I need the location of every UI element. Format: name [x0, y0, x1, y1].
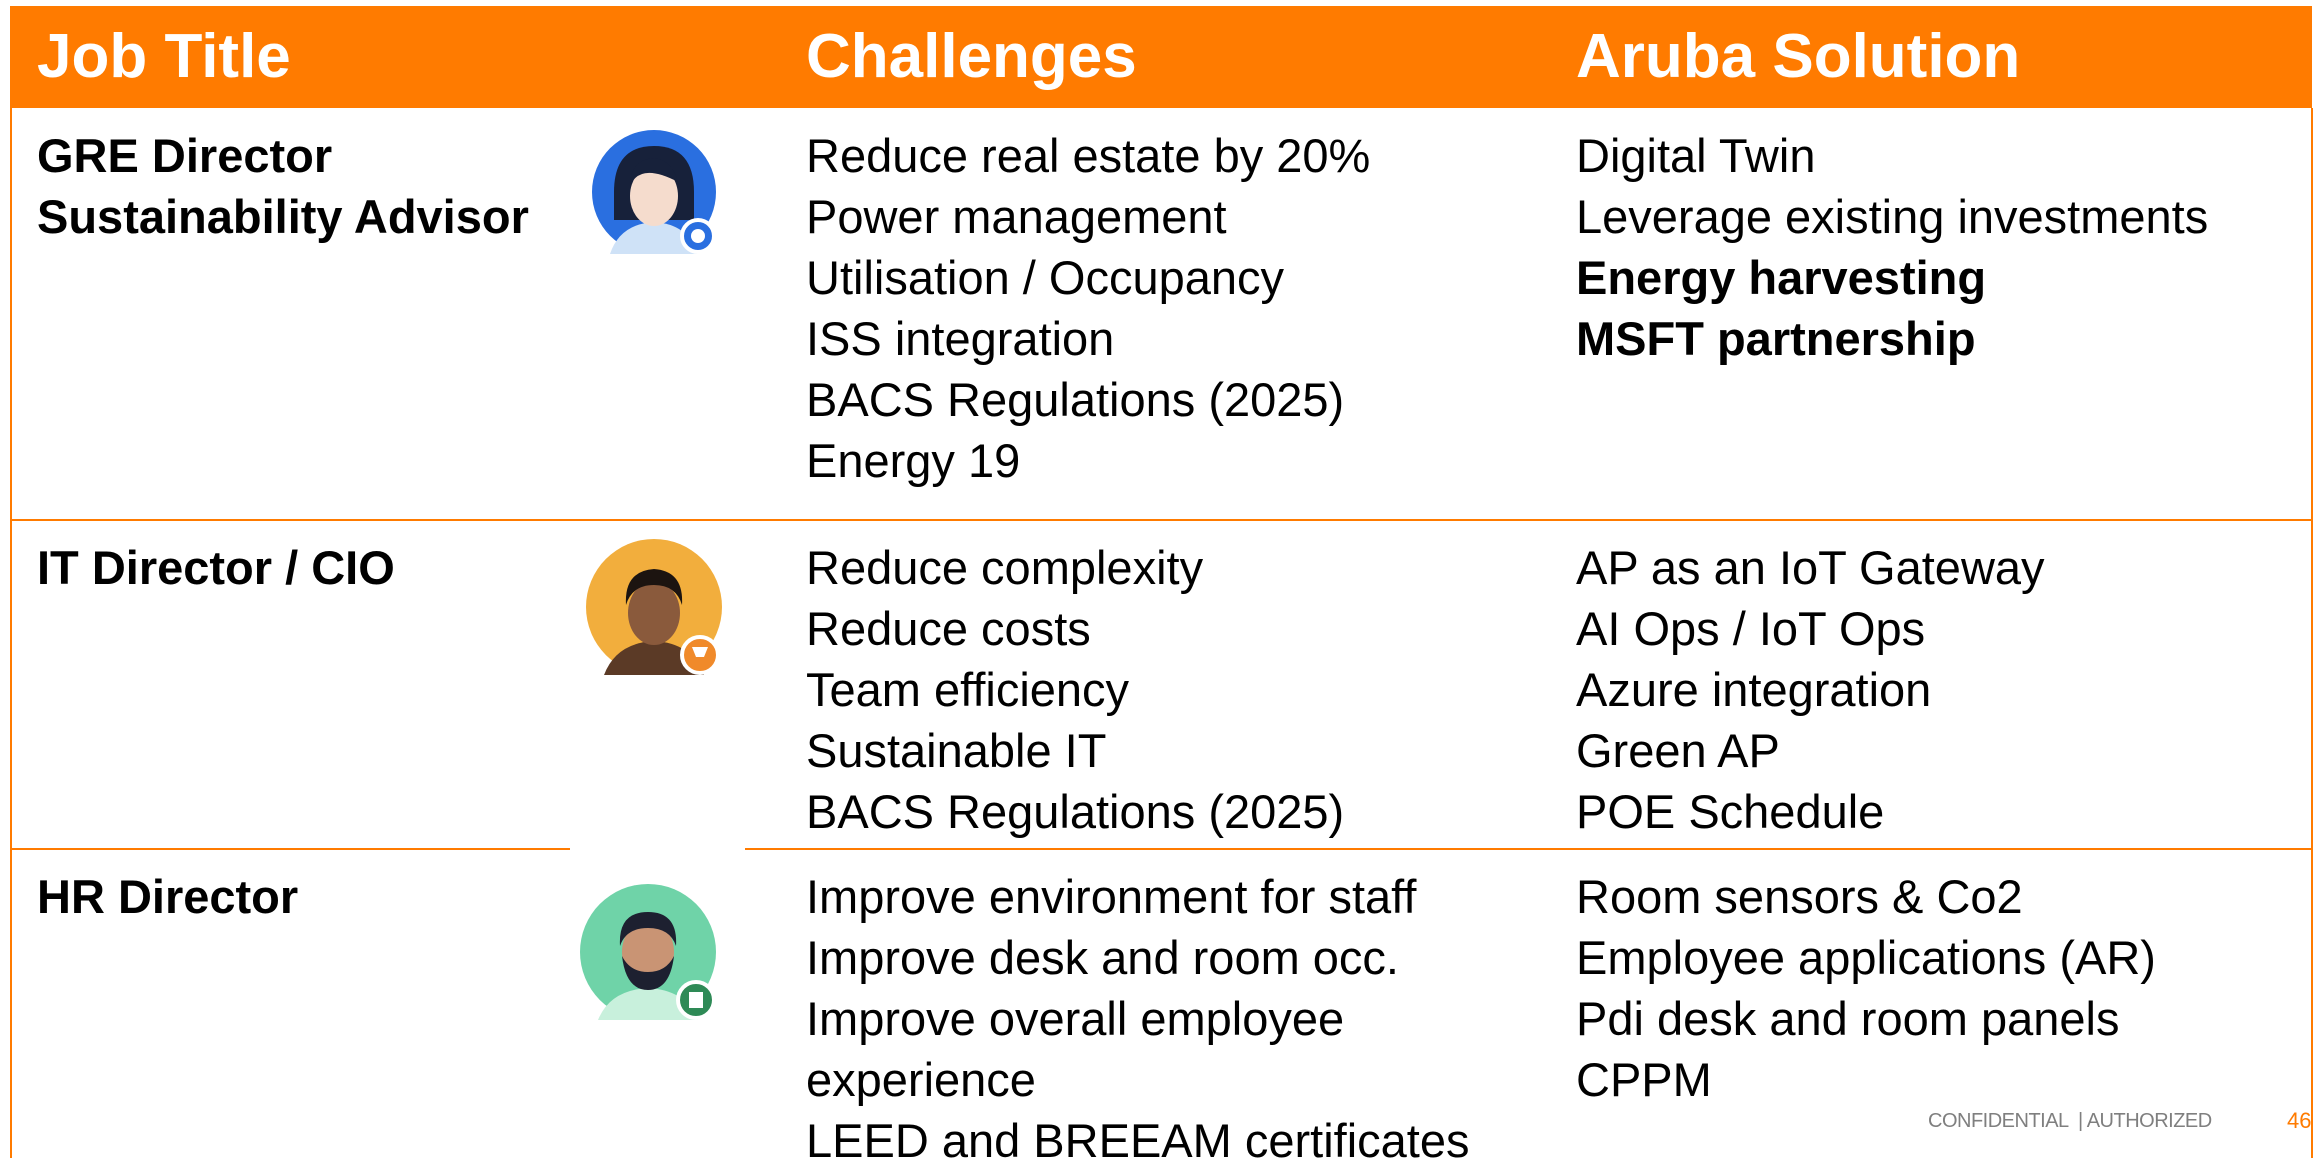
- solution: Pdi desk and room panels: [1576, 992, 2120, 1045]
- challenge: LEED and BREEAM certificates: [806, 1114, 1470, 1167]
- avatar: [592, 130, 716, 254]
- table-border: [10, 108, 12, 1158]
- title-line: GRE Director: [37, 129, 333, 182]
- avatar: [586, 539, 722, 675]
- solution: AP as an IoT Gateway: [1576, 541, 2045, 594]
- solution: Energy harvesting: [1576, 251, 1987, 304]
- solutions: AP as an IoT Gateway AI Ops / IoT Ops Az…: [1576, 537, 2045, 842]
- row-divider: [745, 848, 2313, 850]
- job-title: IT Director / CIO: [37, 537, 395, 598]
- challenge: Reduce costs: [806, 602, 1091, 655]
- challenge: BACS Regulations (2025): [806, 373, 1345, 426]
- classification: CONFIDENTIAL | AUTHORIZED: [1928, 1110, 2212, 1132]
- challenge: Sustainable IT: [806, 724, 1107, 777]
- challenge: Power management: [806, 190, 1227, 243]
- column-header: Aruba Solution: [1576, 22, 2021, 91]
- solution: AI Ops / IoT Ops: [1576, 602, 1926, 655]
- solution: Green AP: [1576, 724, 1780, 777]
- avatar: [580, 884, 716, 1020]
- solution: POE Schedule: [1576, 785, 1885, 838]
- row-divider: [10, 519, 2313, 521]
- challenge: Utilisation / Occupancy: [806, 251, 1285, 304]
- solution: Digital Twin: [1576, 129, 1816, 182]
- challenge: Improve overall employee experience: [806, 992, 1345, 1106]
- solutions: Room sensors & Co2 Employee applications…: [1576, 866, 2156, 1110]
- job-title: HR Director: [37, 866, 298, 927]
- column-header: Job Title: [37, 22, 291, 91]
- challenge: Improve desk and room occ.: [806, 931, 1399, 984]
- title-line: HR Director: [37, 870, 299, 923]
- row-divider: [10, 848, 570, 850]
- challenges: Reduce complexity Reduce costs Team effi…: [806, 537, 1344, 842]
- challenge: Reduce real estate by 20%: [806, 129, 1371, 182]
- job-title: GRE Director Sustainability Advisor: [37, 125, 529, 247]
- challenges: Improve environment for staff Improve de…: [806, 866, 1546, 1171]
- challenge: Team efficiency: [806, 663, 1130, 716]
- solution: MSFT partnership: [1576, 312, 1976, 365]
- solution: Employee applications (AR): [1576, 931, 2156, 984]
- solutions: Digital Twin Leverage existing investmen…: [1576, 125, 2208, 369]
- column-header: Challenges: [806, 22, 1137, 91]
- page-number: 46: [2287, 1108, 2312, 1133]
- solution: Azure integration: [1576, 663, 1932, 716]
- challenges: Reduce real estate by 20% Power manageme…: [806, 125, 1370, 491]
- challenge: Improve environment for staff: [806, 870, 1417, 923]
- solution: CPPM: [1576, 1053, 1712, 1106]
- challenge: Energy 19: [806, 434, 1021, 487]
- title-line: IT Director / CIO: [37, 541, 395, 594]
- title-line: Sustainability Advisor: [37, 190, 529, 243]
- header-bar: [10, 6, 2312, 108]
- table-border: [2311, 108, 2313, 1158]
- challenge: ISS integration: [806, 312, 1115, 365]
- challenge: BACS Regulations (2025): [806, 785, 1345, 838]
- challenge: Reduce complexity: [806, 541, 1204, 594]
- solution: Leverage existing investments: [1576, 190, 2209, 243]
- solution: Room sensors & Co2: [1576, 870, 2023, 923]
